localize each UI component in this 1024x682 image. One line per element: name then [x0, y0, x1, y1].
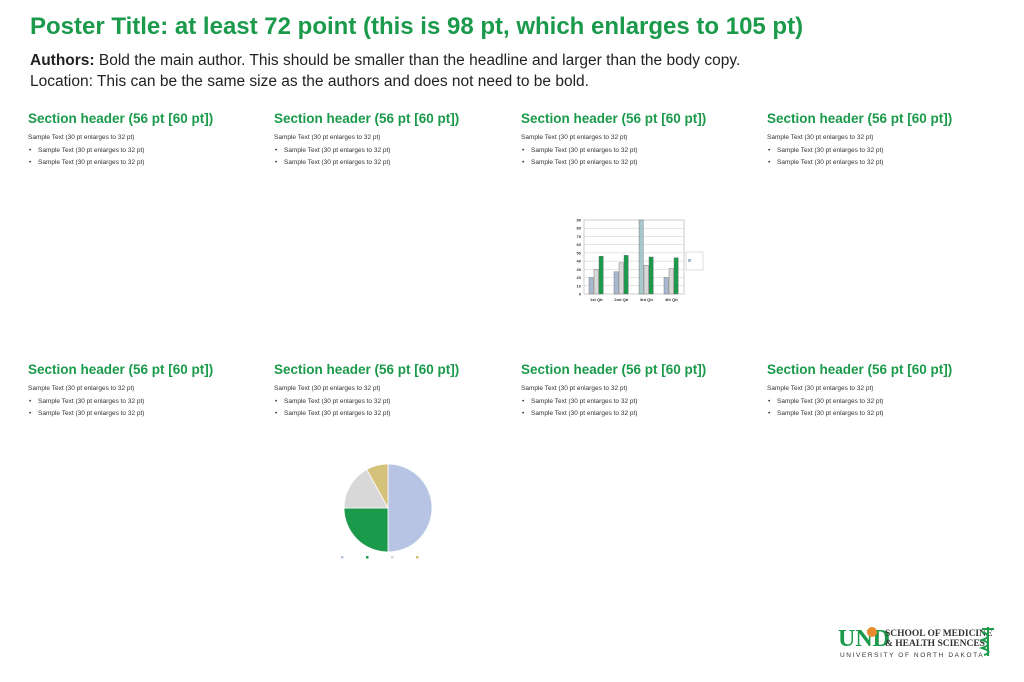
section-text: Sample Text (30 pt enlarges to 32 pt): [521, 134, 628, 141]
y-tick-label: 20: [577, 275, 582, 280]
y-tick-label: 70: [577, 234, 582, 239]
y-tick-label: 90: [577, 218, 582, 223]
bar: [673, 257, 679, 295]
section-bottom-1: Section header (56 pt [60 pt]) Sample Te…: [28, 362, 268, 421]
section-text: Sample Text (30 pt enlarges to 32 pt): [767, 385, 874, 392]
section-text: Sample Text (30 pt enlarges to 32 pt): [28, 385, 135, 392]
logo-line3: UNIVERSITY OF NORTH DAKOTA: [840, 652, 984, 659]
logo-line2: & HEALTH SCIENCES: [885, 639, 985, 649]
section-bullet: Sample Text (30 pt enlarges to 32 pt): [767, 396, 1007, 409]
section-bullet: Sample Text (30 pt enlarges to 32 pt): [28, 408, 268, 421]
bar: [598, 255, 604, 295]
authors-text: Bold the main author. This should be sma…: [94, 52, 741, 69]
authors-label: Authors:: [30, 52, 95, 69]
section-bullet: Sample Text (30 pt enlarges to 32 pt): [521, 157, 761, 170]
section-body: Sample Text (30 pt enlarges to 32 pt) Sa…: [274, 132, 514, 170]
bar: [593, 269, 599, 295]
bar: [638, 219, 644, 295]
section-text: Sample Text (30 pt enlarges to 32 pt): [274, 385, 381, 392]
legend-swatch: [416, 556, 419, 559]
y-tick-label: 60: [577, 242, 582, 247]
logo-line1: SCHOOL OF MEDICINE: [885, 629, 992, 639]
section-body: Sample Text (30 pt enlarges to 32 pt) Sa…: [767, 132, 1007, 170]
section-bullet: Sample Text (30 pt enlarges to 32 pt): [767, 145, 1007, 158]
section-body: Sample Text (30 pt enlarges to 32 pt) Sa…: [521, 383, 761, 421]
section-bullet: Sample Text (30 pt enlarges to 32 pt): [274, 396, 514, 409]
x-tick-label: 4th Qtr: [665, 297, 679, 302]
logo-flame-icon: [867, 627, 877, 637]
section-text: Sample Text (30 pt enlarges to 32 pt): [274, 134, 381, 141]
bar: [623, 255, 629, 295]
section-top-3: Section header (56 pt [60 pt]) Sample Te…: [521, 111, 761, 170]
section-header: Section header (56 pt [60 pt]): [767, 362, 953, 377]
pie-slice: [343, 468, 389, 509]
section-top-2: Section header (56 pt [60 pt]) Sample Te…: [274, 111, 514, 170]
location-line: Location: This can be the same size as t…: [30, 73, 589, 90]
authors-line: Authors: Bold the main author. This shou…: [30, 52, 740, 70]
bar: [668, 268, 674, 295]
section-body: Sample Text (30 pt enlarges to 32 pt) Sa…: [274, 383, 514, 421]
section-header: Section header (56 pt [60 pt]): [274, 111, 460, 126]
pie-slice: [343, 507, 389, 553]
y-tick-label: 0: [579, 292, 582, 297]
section-bullet: Sample Text (30 pt enlarges to 32 pt): [521, 145, 761, 158]
section-bullet: Sample Text (30 pt enlarges to 32 pt): [274, 157, 514, 170]
x-tick-label: 1st Qtr: [590, 297, 603, 302]
legend-swatch: [688, 259, 691, 262]
section-top-4: Section header (56 pt [60 pt]) Sample Te…: [767, 111, 1007, 170]
section-body: Sample Text (30 pt enlarges to 32 pt) Sa…: [767, 383, 1007, 421]
section-bottom-2: Section header (56 pt [60 pt]) Sample Te…: [274, 362, 514, 421]
und-logo: UND SCHOOL OF MEDICINE & HEALTH SCIENCES…: [838, 626, 994, 659]
section-body: Sample Text (30 pt enlarges to 32 pt) Sa…: [28, 383, 268, 421]
section-header: Section header (56 pt [60 pt]): [521, 111, 707, 126]
section-text: Sample Text (30 pt enlarges to 32 pt): [28, 134, 135, 141]
section-bullet: Sample Text (30 pt enlarges to 32 pt): [521, 408, 761, 421]
section-text: Sample Text (30 pt enlarges to 32 pt): [767, 134, 874, 141]
section-header: Section header (56 pt [60 pt]): [28, 362, 214, 377]
pie-slice: [366, 463, 389, 509]
bar: [643, 265, 649, 295]
bar: [588, 277, 594, 295]
caduceus-icon: [978, 627, 994, 656]
section-bullet: Sample Text (30 pt enlarges to 32 pt): [28, 145, 268, 158]
logo-mark: UND: [838, 626, 890, 652]
section-bullet: Sample Text (30 pt enlarges to 32 pt): [767, 157, 1007, 170]
poster-title: Poster Title: at least 72 point (this is…: [30, 13, 804, 40]
legend-swatch: [341, 556, 344, 559]
section-bullet: Sample Text (30 pt enlarges to 32 pt): [274, 408, 514, 421]
section-header: Section header (56 pt [60 pt]): [521, 362, 707, 377]
x-tick-label: 3rd Qtr: [640, 297, 654, 302]
bar: [648, 256, 654, 295]
legend-swatch: [366, 556, 369, 559]
section-bottom-3: Section header (56 pt [60 pt]) Sample Te…: [521, 362, 761, 421]
legend-swatch: [391, 556, 394, 559]
bar: [613, 271, 619, 295]
section-bullet: Sample Text (30 pt enlarges to 32 pt): [274, 145, 514, 158]
section-bullet: Sample Text (30 pt enlarges to 32 pt): [28, 157, 268, 170]
bar-chart: 0 10 20 30 40 50 60 70 80 90 1st Qtr 2nd Qtr 3rd Qtr…: [577, 218, 704, 302]
section-body: Sample Text (30 pt enlarges to 32 pt) Sa…: [521, 132, 761, 170]
section-top-1: Section header (56 pt [60 pt]) Sample Te…: [28, 111, 268, 170]
section-body: Sample Text (30 pt enlarges to 32 pt) Sa…: [28, 132, 268, 170]
y-tick-label: 80: [577, 226, 582, 231]
section-header: Section header (56 pt [60 pt]): [274, 362, 460, 377]
pie-chart: [341, 463, 433, 559]
section-bullet: Sample Text (30 pt enlarges to 32 pt): [28, 396, 268, 409]
section-bullet: Sample Text (30 pt enlarges to 32 pt): [767, 408, 1007, 421]
y-tick-label: 30: [577, 267, 582, 272]
bar: [618, 262, 624, 295]
section-text: Sample Text (30 pt enlarges to 32 pt): [521, 385, 628, 392]
section-bottom-4: Section header (56 pt [60 pt]) Sample Te…: [767, 362, 1007, 421]
section-bullet: Sample Text (30 pt enlarges to 32 pt): [521, 396, 761, 409]
section-header: Section header (56 pt [60 pt]): [28, 111, 214, 126]
y-tick-label: 10: [577, 283, 582, 288]
y-tick-label: 40: [577, 259, 582, 264]
y-tick-label: 50: [577, 250, 582, 255]
bar: [663, 277, 669, 295]
legend-box: [685, 251, 704, 271]
section-header: Section header (56 pt [60 pt]): [767, 111, 953, 126]
x-tick-label: 2nd Qtr: [614, 297, 629, 302]
pie-slice: [387, 463, 433, 553]
